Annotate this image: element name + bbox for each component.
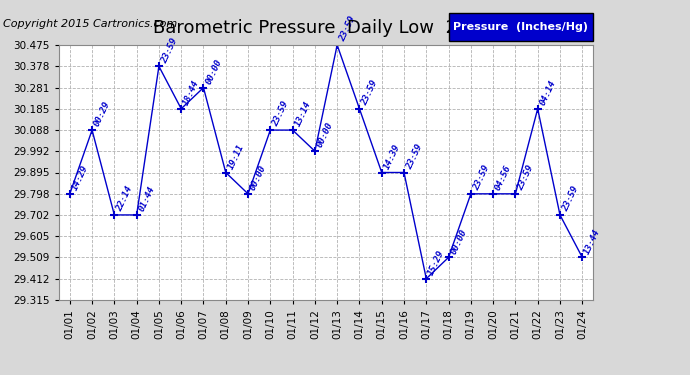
Text: 23:59: 23:59 [338,15,357,43]
Text: 23:59: 23:59 [560,185,580,213]
Text: 13:44: 13:44 [583,227,602,255]
Text: 14:29: 14:29 [70,164,90,192]
Text: 00:00: 00:00 [204,57,224,86]
Text: 01:44: 01:44 [137,185,157,213]
Text: 04:14: 04:14 [538,79,558,107]
Text: 23:59: 23:59 [471,164,491,192]
Text: 23:59: 23:59 [360,79,380,107]
Text: 00:29: 00:29 [92,100,112,128]
Text: 00:00: 00:00 [315,121,335,149]
Text: 22:14: 22:14 [115,185,135,213]
Text: 23:59: 23:59 [516,164,535,192]
Text: 04:56: 04:56 [494,164,513,192]
Text: 19:11: 19:11 [226,142,246,171]
Text: 14:39: 14:39 [382,142,402,171]
Text: 23:59: 23:59 [404,142,424,171]
Text: 13:14: 13:14 [293,100,313,128]
Text: Pressure  (Inches/Hg): Pressure (Inches/Hg) [453,22,589,32]
Text: 00:00: 00:00 [248,164,268,192]
Text: 23:59: 23:59 [271,100,290,128]
Text: 15:29: 15:29 [427,249,446,277]
Text: Barometric Pressure  Daily Low  20150125: Barometric Pressure Daily Low 20150125 [153,19,537,37]
Text: 00:00: 00:00 [449,227,469,255]
Text: Copyright 2015 Cartronics.com: Copyright 2015 Cartronics.com [3,19,178,29]
Text: 18:44: 18:44 [181,79,201,107]
Text: 23:59: 23:59 [159,36,179,64]
